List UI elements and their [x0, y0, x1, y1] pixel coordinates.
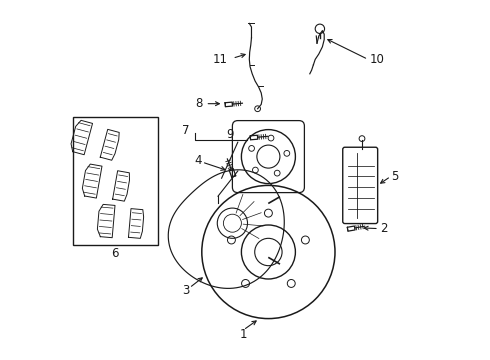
Text: 5: 5 [391, 170, 398, 183]
Text: 8: 8 [196, 97, 203, 110]
Text: 1: 1 [240, 328, 247, 341]
Text: 4: 4 [195, 154, 202, 167]
Text: 11: 11 [213, 53, 228, 66]
Text: 10: 10 [369, 53, 384, 66]
Text: 6: 6 [111, 247, 119, 260]
Text: 9: 9 [227, 128, 234, 141]
Bar [73, 117, 157, 245]
Text: 2: 2 [380, 222, 388, 235]
Text: 3: 3 [182, 284, 189, 297]
Text: 7: 7 [182, 124, 189, 137]
